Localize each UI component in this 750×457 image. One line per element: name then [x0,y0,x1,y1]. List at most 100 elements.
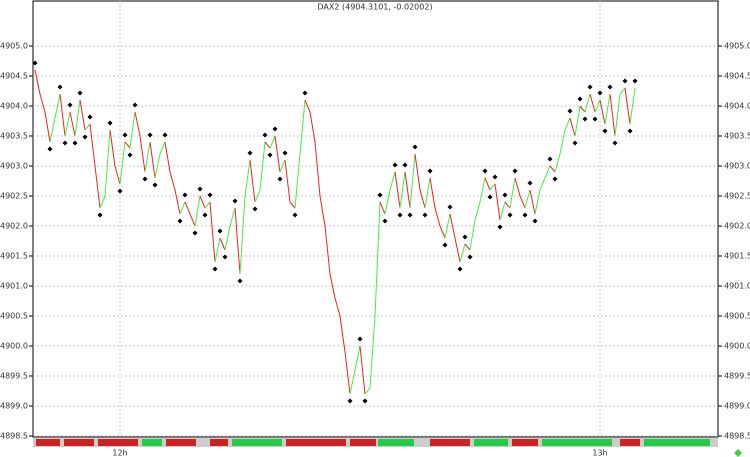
price-segment [169,171,176,191]
price-segment [44,111,51,143]
price-segment [429,177,436,209]
pivot-marker [292,212,298,218]
price-segment [514,177,521,197]
pivot-marker [57,84,63,90]
price-segment [34,69,41,95]
y-tick-label-right: 4901.0 [724,282,750,291]
y-tick-label: 4899.5 [0,372,28,381]
pivot-marker [527,180,533,186]
pivot-marker [217,228,223,234]
price-segment [609,93,616,137]
price-segment [354,345,361,371]
price-segment [534,189,541,215]
price-segment [324,225,331,275]
pivot-marker [47,146,53,152]
price-segment [474,201,481,221]
price-segment [234,207,241,275]
price-segment [624,87,631,125]
price-segment [464,243,471,251]
price-segment [289,201,296,209]
price-segment [549,165,556,173]
price-segment [489,183,496,191]
pivot-marker [407,212,413,218]
price-segment [124,141,131,149]
pivot-marker [492,174,498,180]
pivot-marker [132,102,138,108]
pivot-marker [522,212,528,218]
price-segment [74,99,81,137]
pivot-marker [122,132,128,138]
price-segment [559,129,566,155]
price-segment [319,195,326,227]
pivot-marker [607,84,613,90]
y-tick-label: 4903.0 [0,162,28,171]
pivot-marker [567,108,573,114]
price-segment [89,123,96,167]
pivot-marker [507,212,513,218]
price-segment [214,237,221,263]
pivot-marker [252,206,258,212]
pivot-marker [197,186,203,192]
price-segment [444,213,451,239]
price-segment [434,207,441,227]
pivot-marker [482,168,488,174]
price-segment [589,93,596,113]
y-tick-label: 4902.0 [0,222,28,231]
nav-icon[interactable] [734,449,742,457]
price-segment [364,387,371,395]
price-segment [164,141,171,173]
price-segment [184,201,191,215]
price-segment [334,297,341,317]
price-segment [294,153,301,209]
price-segment [509,177,516,209]
pivot-marker [207,192,213,198]
y-tick-label-right: 4900.0 [724,342,750,351]
pivot-marker [202,212,208,218]
x-tick-label: 12h [112,449,127,457]
y-tick-label: 4903.5 [0,132,28,141]
pivot-marker [272,126,278,132]
pivot-marker [97,212,103,218]
price-segment [604,93,611,125]
price-segment [504,201,511,209]
y-tick-label-right: 4903.5 [724,132,750,141]
price-segment [424,177,431,209]
price-segment [224,225,231,251]
y-tick-label-right: 4898.5 [724,432,750,441]
y-tick-label-right: 4901.5 [724,252,750,261]
price-segment [284,159,291,203]
y-tick-label: 4900.5 [0,312,28,321]
pivot-marker [577,96,583,102]
price-segment [239,195,246,275]
price-segment [39,93,46,113]
price-segment [219,237,226,251]
pivot-marker [622,78,628,84]
price-segment [144,141,151,173]
y-tick-label-right: 4902.0 [724,222,750,231]
price-segment [254,189,261,203]
price-segment [264,141,271,149]
y-tick-label-right: 4902.5 [724,192,750,201]
session-strip [33,438,718,447]
price-segment [149,141,156,179]
pivot-marker [32,60,38,66]
pivot-marker [222,254,228,260]
price-segment [414,153,421,191]
pivot-marker [512,168,518,174]
price-segment [274,135,281,173]
price-segment [499,201,506,221]
price-segment [459,243,466,263]
price-segment [339,315,346,353]
price-segment [309,111,316,143]
price-segment [249,159,256,203]
price-segment [374,201,381,317]
y-tick-label: 4900.0 [0,342,28,351]
pivot-marker [67,102,73,108]
price-segment [579,105,586,113]
price-segment [174,189,181,215]
pivot-marker [72,140,78,146]
price-segment [129,111,136,149]
price-segment [94,165,101,209]
pivot-marker [427,168,433,174]
pivot-marker [267,152,273,158]
